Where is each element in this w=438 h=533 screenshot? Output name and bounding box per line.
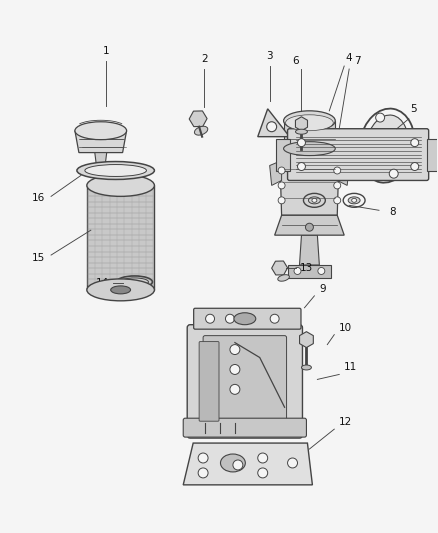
- Ellipse shape: [352, 198, 357, 203]
- Ellipse shape: [278, 274, 290, 281]
- Ellipse shape: [278, 197, 285, 204]
- Ellipse shape: [312, 198, 317, 203]
- FancyBboxPatch shape: [187, 325, 303, 438]
- Ellipse shape: [411, 163, 419, 171]
- Ellipse shape: [305, 223, 314, 231]
- Polygon shape: [300, 235, 319, 265]
- Ellipse shape: [376, 113, 385, 122]
- Ellipse shape: [220, 454, 245, 472]
- Ellipse shape: [230, 345, 240, 354]
- Text: 5: 5: [410, 104, 417, 114]
- Ellipse shape: [85, 165, 146, 176]
- Text: 13: 13: [300, 263, 313, 273]
- FancyBboxPatch shape: [199, 342, 219, 421]
- Polygon shape: [183, 443, 312, 485]
- Text: 14: 14: [95, 278, 109, 288]
- Polygon shape: [258, 109, 290, 136]
- Text: 11: 11: [344, 362, 357, 373]
- Text: 3: 3: [266, 51, 273, 61]
- Ellipse shape: [194, 126, 208, 135]
- Ellipse shape: [296, 129, 307, 134]
- Text: 2: 2: [201, 54, 208, 64]
- Ellipse shape: [301, 365, 311, 370]
- Text: 15: 15: [32, 253, 45, 263]
- Ellipse shape: [270, 314, 279, 323]
- Text: 8: 8: [389, 207, 396, 217]
- FancyBboxPatch shape: [194, 308, 301, 329]
- Ellipse shape: [267, 122, 277, 132]
- Ellipse shape: [297, 139, 305, 147]
- Polygon shape: [95, 152, 107, 168]
- Text: 16: 16: [32, 193, 45, 204]
- Ellipse shape: [205, 314, 215, 323]
- Ellipse shape: [91, 165, 111, 172]
- Polygon shape: [270, 160, 282, 185]
- Ellipse shape: [87, 174, 155, 196]
- Polygon shape: [337, 160, 349, 185]
- Ellipse shape: [334, 167, 341, 174]
- Polygon shape: [283, 121, 335, 149]
- Ellipse shape: [230, 384, 240, 394]
- Ellipse shape: [286, 115, 333, 131]
- FancyBboxPatch shape: [203, 336, 286, 427]
- Text: 12: 12: [339, 417, 353, 427]
- Ellipse shape: [75, 122, 127, 140]
- Ellipse shape: [258, 453, 268, 463]
- Polygon shape: [427, 139, 438, 171]
- Polygon shape: [288, 265, 331, 278]
- Ellipse shape: [258, 468, 268, 478]
- Polygon shape: [279, 149, 339, 215]
- Text: 6: 6: [292, 56, 299, 66]
- Ellipse shape: [334, 182, 341, 189]
- Ellipse shape: [288, 458, 297, 468]
- Ellipse shape: [233, 460, 243, 470]
- Ellipse shape: [283, 111, 335, 131]
- Ellipse shape: [198, 453, 208, 463]
- Ellipse shape: [198, 468, 208, 478]
- Ellipse shape: [226, 314, 234, 323]
- Ellipse shape: [230, 365, 240, 375]
- Ellipse shape: [308, 197, 320, 204]
- Ellipse shape: [120, 278, 148, 286]
- Ellipse shape: [87, 279, 155, 301]
- Polygon shape: [98, 168, 109, 182]
- Ellipse shape: [389, 169, 398, 178]
- Polygon shape: [87, 185, 155, 290]
- Ellipse shape: [366, 115, 408, 176]
- Ellipse shape: [297, 163, 305, 171]
- Ellipse shape: [334, 197, 341, 204]
- Ellipse shape: [283, 142, 335, 156]
- Ellipse shape: [318, 268, 325, 274]
- Ellipse shape: [278, 167, 285, 174]
- Polygon shape: [75, 131, 127, 152]
- Ellipse shape: [234, 313, 256, 325]
- Polygon shape: [276, 139, 290, 171]
- Polygon shape: [275, 215, 344, 235]
- Ellipse shape: [348, 197, 360, 204]
- Ellipse shape: [278, 182, 285, 189]
- FancyBboxPatch shape: [183, 418, 307, 437]
- Ellipse shape: [111, 286, 131, 294]
- Text: 10: 10: [339, 322, 352, 333]
- Text: 7: 7: [354, 56, 360, 66]
- Text: 1: 1: [102, 46, 109, 56]
- Ellipse shape: [294, 268, 301, 274]
- Ellipse shape: [77, 161, 155, 180]
- Ellipse shape: [245, 314, 254, 323]
- Text: 9: 9: [319, 284, 326, 294]
- Text: 4: 4: [346, 53, 353, 63]
- Ellipse shape: [411, 139, 419, 147]
- FancyBboxPatch shape: [288, 129, 429, 181]
